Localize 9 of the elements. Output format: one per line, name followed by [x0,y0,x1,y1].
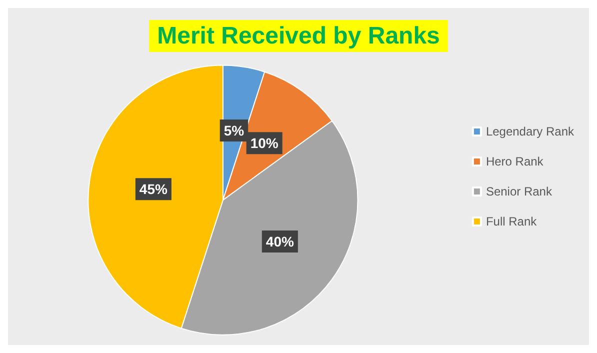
legend-label: Hero Rank [486,154,544,168]
legend-label: Senior Rank [486,184,553,198]
data-label: 10% [250,135,279,152]
data-label: 5% [224,122,245,139]
legend-label: Full Rank [486,214,538,228]
legend-label: Legendary Rank [486,124,575,138]
data-label: 45% [139,181,168,198]
data-label: 40% [266,233,294,250]
chart-title: Merit Received by Ranks [157,22,440,50]
